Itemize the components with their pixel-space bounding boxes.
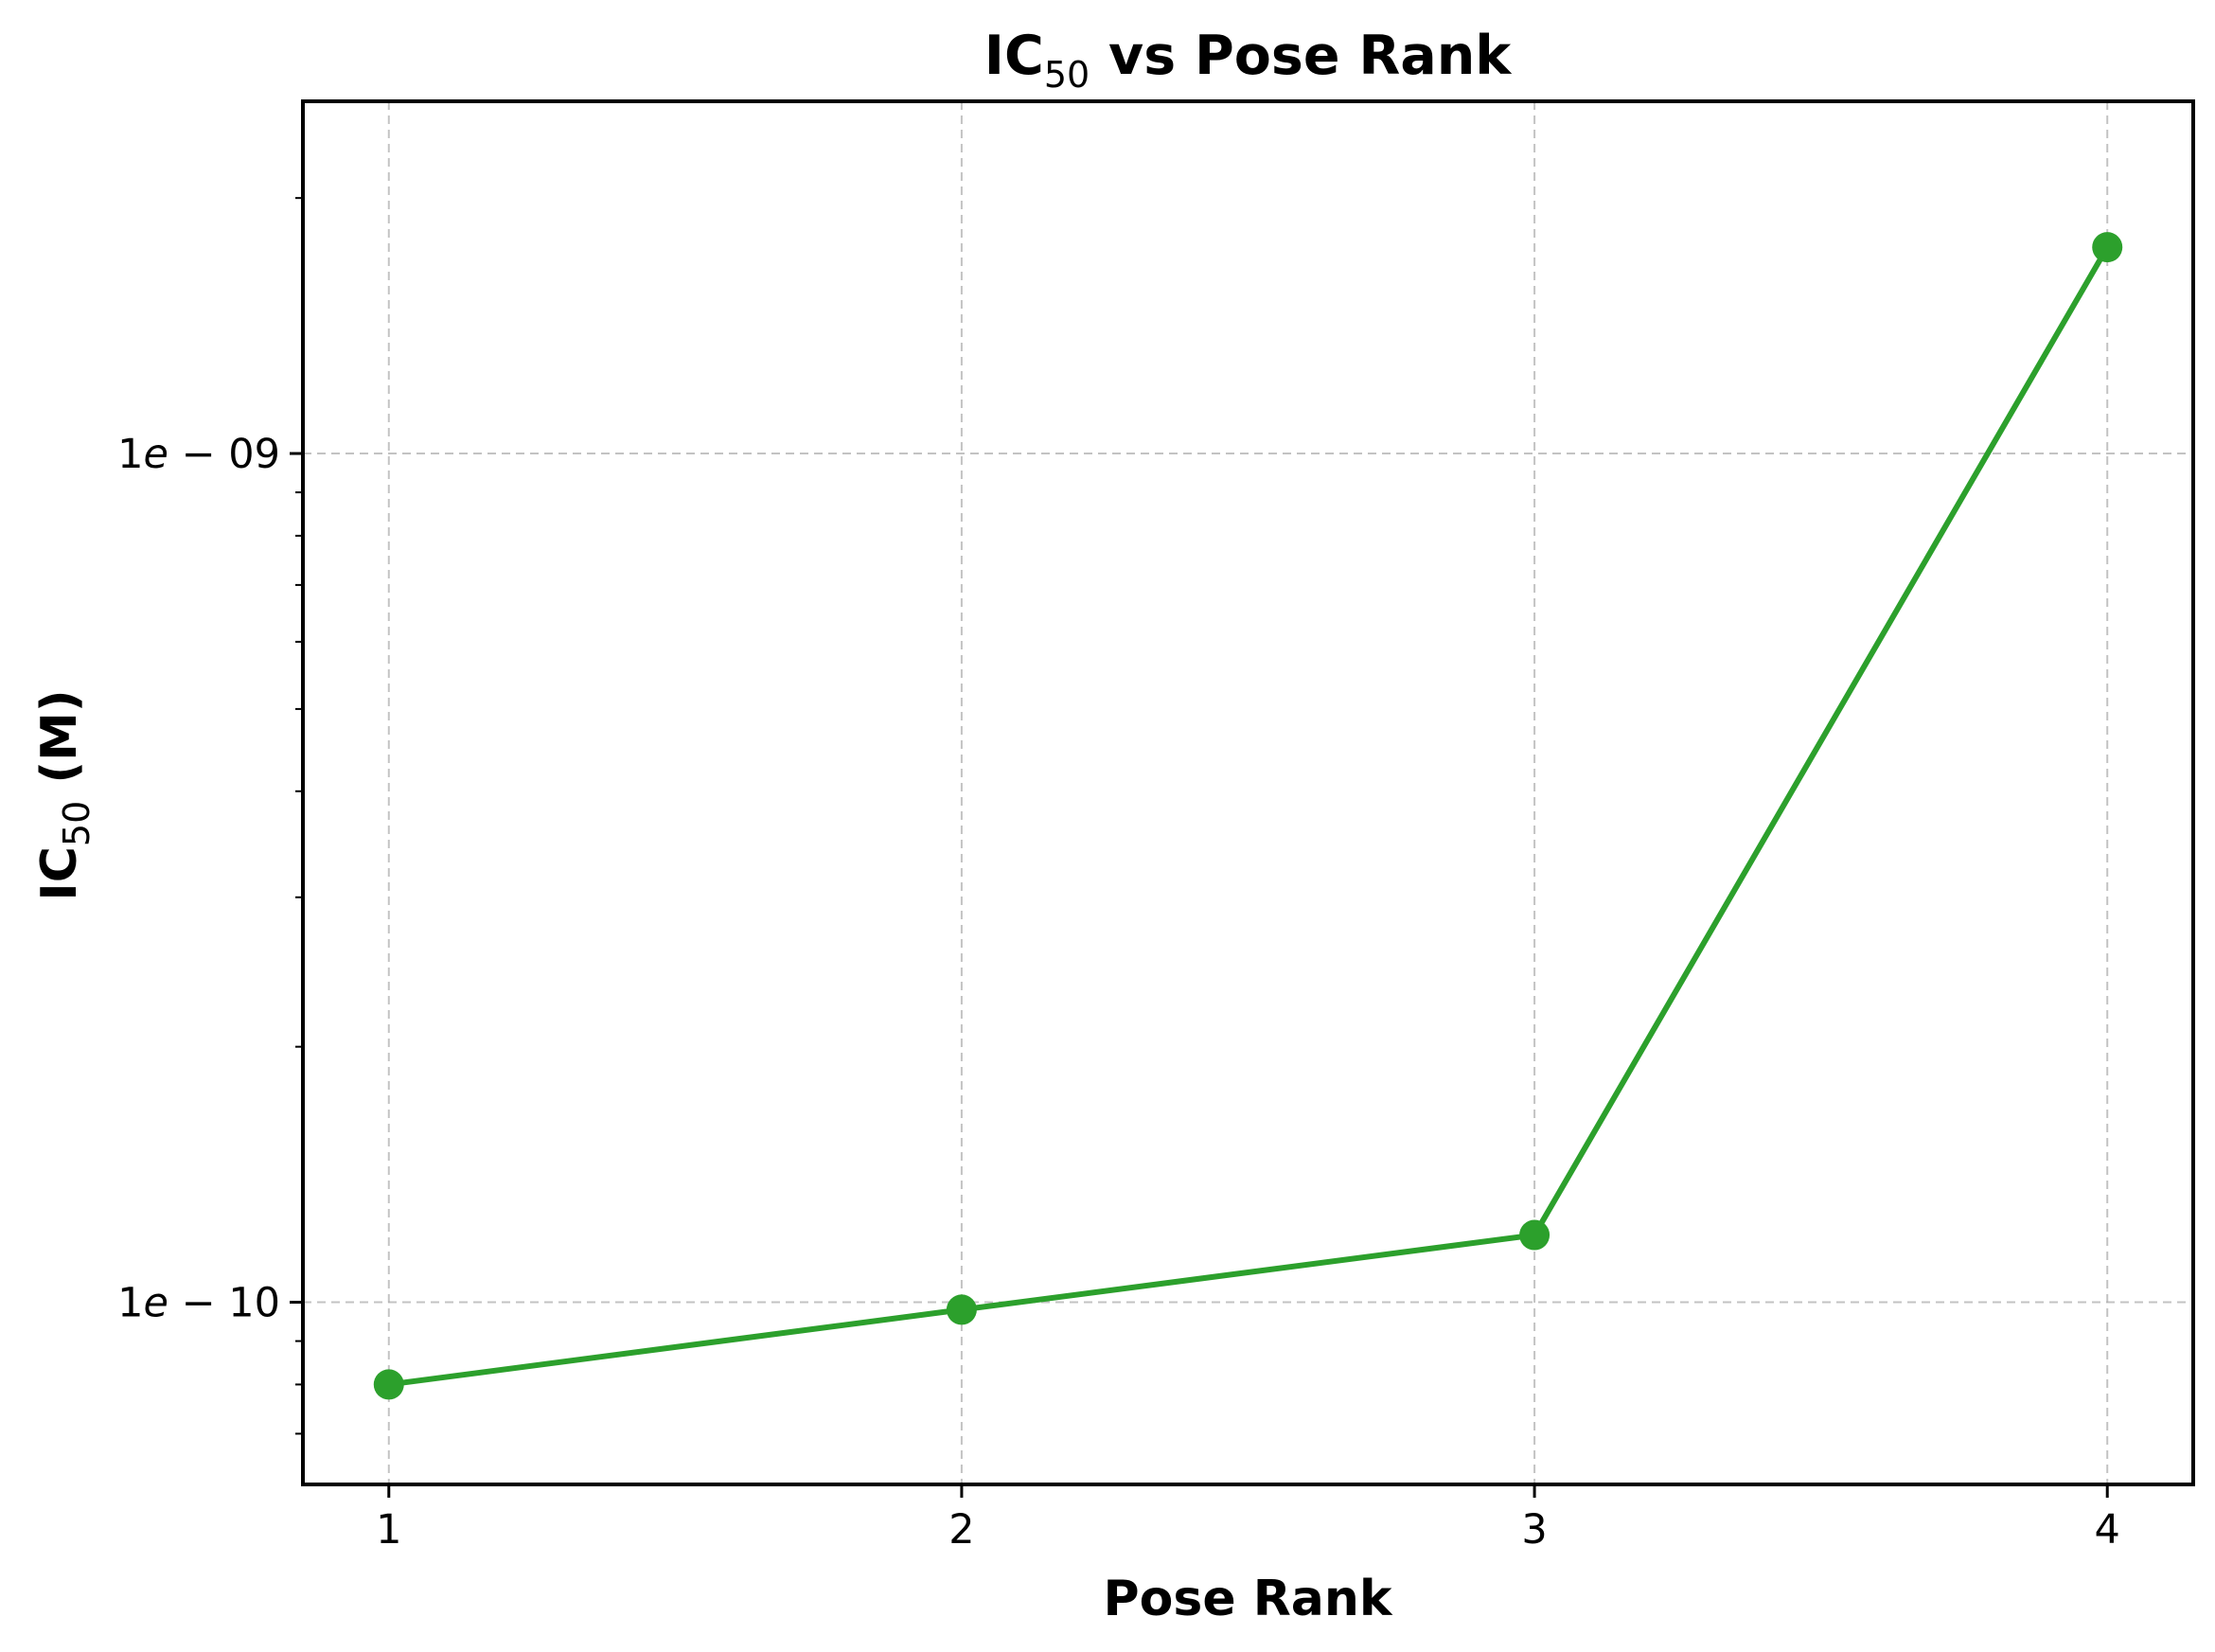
chart-title: IC50 vs Pose Rank	[984, 25, 1512, 96]
x-tick-label: 3	[1521, 1506, 1547, 1554]
data-point	[1519, 1219, 1550, 1251]
x-axis-ticks: 1 2 3 4	[376, 1484, 2120, 1554]
y-axis-ticks: 1e − 10 1e − 09	[117, 197, 303, 1435]
x-axis-label: Pose Rank	[1104, 1571, 1393, 1627]
data-point	[373, 1369, 404, 1400]
data-point	[946, 1294, 977, 1325]
x-tick-label: 2	[948, 1506, 974, 1554]
y-tick-label: 1e − 09	[117, 431, 280, 478]
x-tick-label: 4	[2095, 1506, 2120, 1554]
grid	[303, 101, 2193, 1484]
plot-frame	[301, 99, 2195, 1486]
series-line	[388, 245, 2110, 1388]
y-tick-label: 1e − 10	[117, 1280, 280, 1327]
series-ic50	[373, 232, 2123, 1400]
y-axis-label: IC50 (M)	[31, 689, 97, 900]
data-point	[2092, 232, 2123, 263]
x-tick-label: 1	[376, 1506, 401, 1554]
